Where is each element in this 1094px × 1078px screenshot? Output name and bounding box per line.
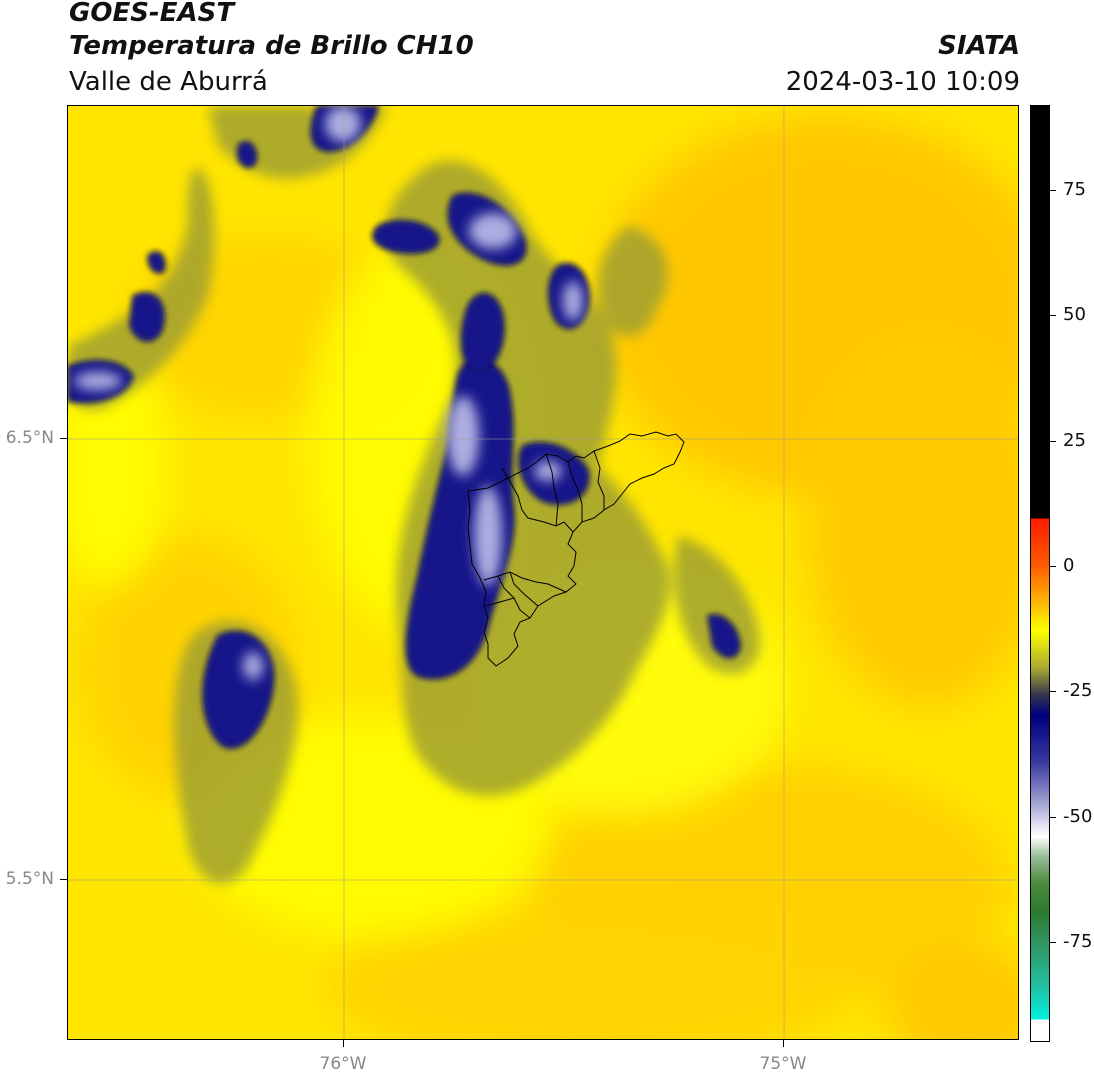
- colorbar-tick-mark: [1050, 315, 1056, 316]
- lat-label-5-5: 5.5°N: [5, 869, 54, 889]
- colorbar-tick-mark: [1050, 691, 1056, 692]
- colorbar-tick-label: -25: [1063, 680, 1093, 701]
- colorbar: [1030, 105, 1050, 1042]
- lat-tick-5-5: [60, 879, 67, 880]
- satellite-title: GOES-EAST: [69, 0, 235, 28]
- colorbar-tick-label: -50: [1063, 806, 1093, 827]
- colorbar-tick-mark: [1050, 817, 1056, 818]
- colorbar-tick-mark: [1050, 190, 1056, 191]
- lon-label-75: 75°W: [759, 1054, 807, 1074]
- lon-tick-75: [783, 1040, 784, 1047]
- lat-label-6-5: 6.5°N: [5, 428, 54, 448]
- lon-tick-76: [343, 1040, 344, 1047]
- colorbar-tick-label: 75: [1063, 179, 1086, 200]
- lon-label-76: 76°W: [319, 1054, 367, 1074]
- colorbar-tick-label: 50: [1063, 304, 1086, 325]
- brightness-temperature-field: [68, 106, 1018, 1039]
- lat-tick-6-5: [60, 438, 67, 439]
- colorbar-tick-mark: [1050, 441, 1056, 442]
- colorbar-tick-label: -75: [1063, 931, 1093, 952]
- agency-label: SIATA: [938, 31, 1020, 61]
- region-subtitle: Valle de Aburrá: [69, 67, 268, 97]
- map-gridlines: [68, 106, 1018, 1039]
- colorbar-tick-label: 0: [1063, 555, 1075, 576]
- colorbar-tick-mark: [1050, 942, 1056, 943]
- satellite-map[interactable]: [67, 105, 1019, 1040]
- product-title: Temperatura de Brillo CH10: [69, 31, 474, 61]
- colorbar-tick-mark: [1050, 566, 1056, 567]
- datetime-label: 2024-03-10 10:09: [785, 67, 1020, 97]
- colorbar-tick-label: 25: [1063, 430, 1086, 451]
- municipal-boundaries: [467, 431, 685, 667]
